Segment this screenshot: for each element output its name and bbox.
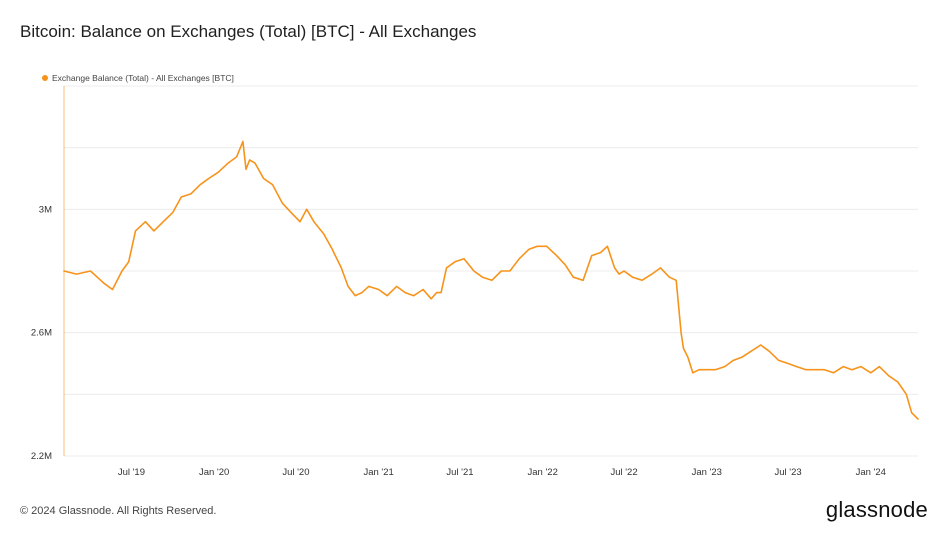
y-tick-label: 2.6M [31, 328, 52, 339]
x-tick-label: Jul '20 [282, 467, 309, 478]
glassnode-logo: glassnode [825, 497, 928, 522]
y-tick-label: 3M [39, 204, 52, 215]
series-layer [63, 140, 919, 420]
x-tick-label: Jan '22 [528, 467, 558, 478]
tick-layer: 2.2M 2.6M 3M Jul '19 Jan '20 Jul '20 Jan '21 Ju… [31, 204, 886, 478]
x-tick-label: Jul '22 [610, 467, 637, 478]
x-tick-label: Jan '24 [856, 467, 886, 478]
x-tick-label: Jul '21 [446, 467, 473, 478]
series-line [63, 140, 919, 420]
x-tick-label: Jan '20 [199, 467, 229, 478]
grid-layer [64, 85, 918, 457]
x-tick-label: Jan '21 [363, 467, 393, 478]
x-tick-label: Jul '23 [775, 467, 802, 478]
y-tick-label: 2.2M [31, 451, 52, 462]
x-tick-label: Jul '19 [118, 467, 145, 478]
chart-title: Bitcoin: Balance on Exchanges (Total) [B… [20, 22, 477, 41]
copyright-text: © 2024 Glassnode. All Rights Reserved. [20, 505, 217, 517]
legend-label: Exchange Balance (Total) - All Exchanges… [52, 73, 234, 83]
chart-legend[interactable]: Exchange Balance (Total) - All Exchanges… [42, 73, 234, 83]
x-tick-label: Jan '23 [692, 467, 722, 478]
legend-marker [42, 75, 48, 81]
